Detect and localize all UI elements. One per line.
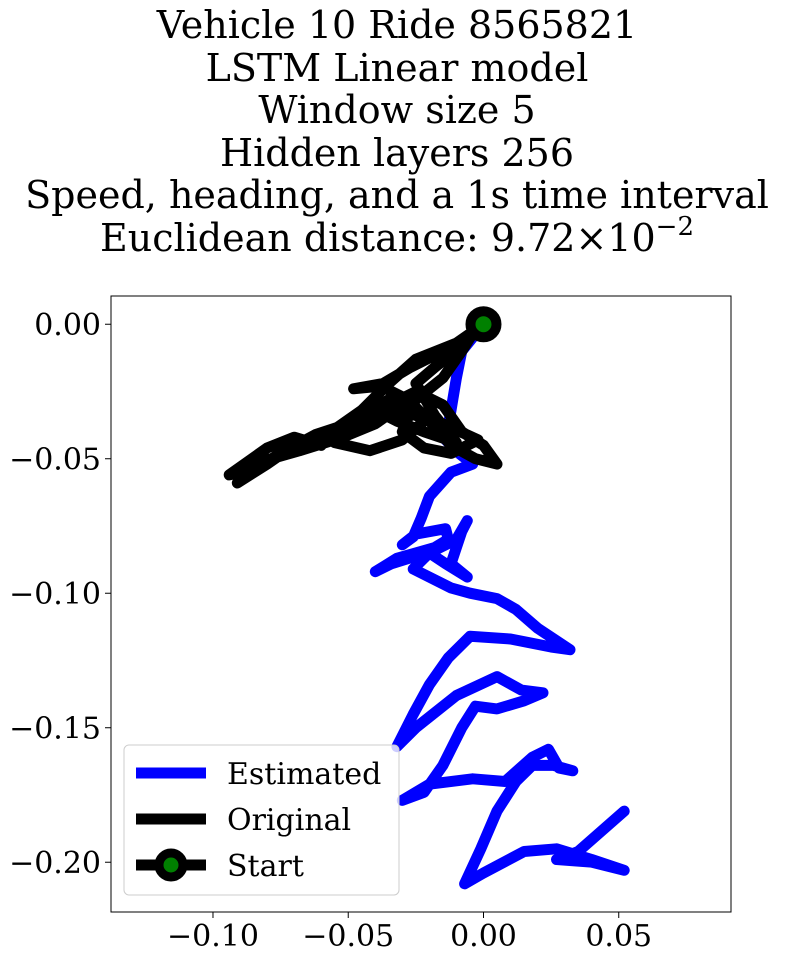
legend-start-label: Start: [227, 849, 304, 884]
legend-estimated-label: Estimated: [227, 757, 381, 792]
title-line-2: LSTM Linear model: [205, 45, 589, 90]
title-line-1: Vehicle 10 Ride 8565821: [156, 3, 638, 47]
distance-base: 10: [607, 215, 656, 260]
legend-start-marker: [154, 848, 188, 882]
y-tick-label: −0.20: [9, 846, 101, 881]
title-line-5: Speed, heading, and a 1s time interval: [25, 173, 769, 218]
plot-frame: [110, 295, 732, 913]
distance-times-sign: ×: [575, 215, 608, 260]
axis-ticks: −0.10 −0.05 0.00 0.05 0.00 −0.05 −0.10 −0.15 −0.…: [9, 308, 652, 954]
distance-label: Euclidean distance: 9.72: [100, 215, 576, 260]
series-layer: [223, 306, 630, 890]
legend-frame: [123, 744, 400, 896]
y-tick-label: −0.15: [9, 712, 101, 747]
distance-exponent: −2: [655, 211, 694, 242]
title-line-4: Hidden layers 256: [219, 130, 575, 175]
legend: Estimated Original Start: [123, 744, 400, 896]
x-tick-label: 0.05: [585, 919, 652, 954]
title-line-3: Window size 5: [258, 88, 536, 133]
distance-line: Euclidean distance: 9.72×10−2: [0, 214, 794, 260]
x-tick-label: −0.05: [302, 919, 394, 954]
start-marker: [465, 306, 502, 343]
legend-original-label: Original: [227, 803, 351, 838]
x-tick-label: 0.00: [450, 919, 517, 954]
y-tick-label: −0.10: [9, 577, 101, 612]
series-line-original: [223, 318, 503, 489]
series-line-estimated: [369, 318, 630, 890]
y-tick-label: −0.05: [9, 443, 101, 478]
chart-title: Vehicle 10 Ride 8565821 LSTM Linear mode…: [0, 4, 794, 260]
x-tick-label: −0.10: [167, 919, 259, 954]
y-tick-label: 0.00: [34, 308, 101, 343]
